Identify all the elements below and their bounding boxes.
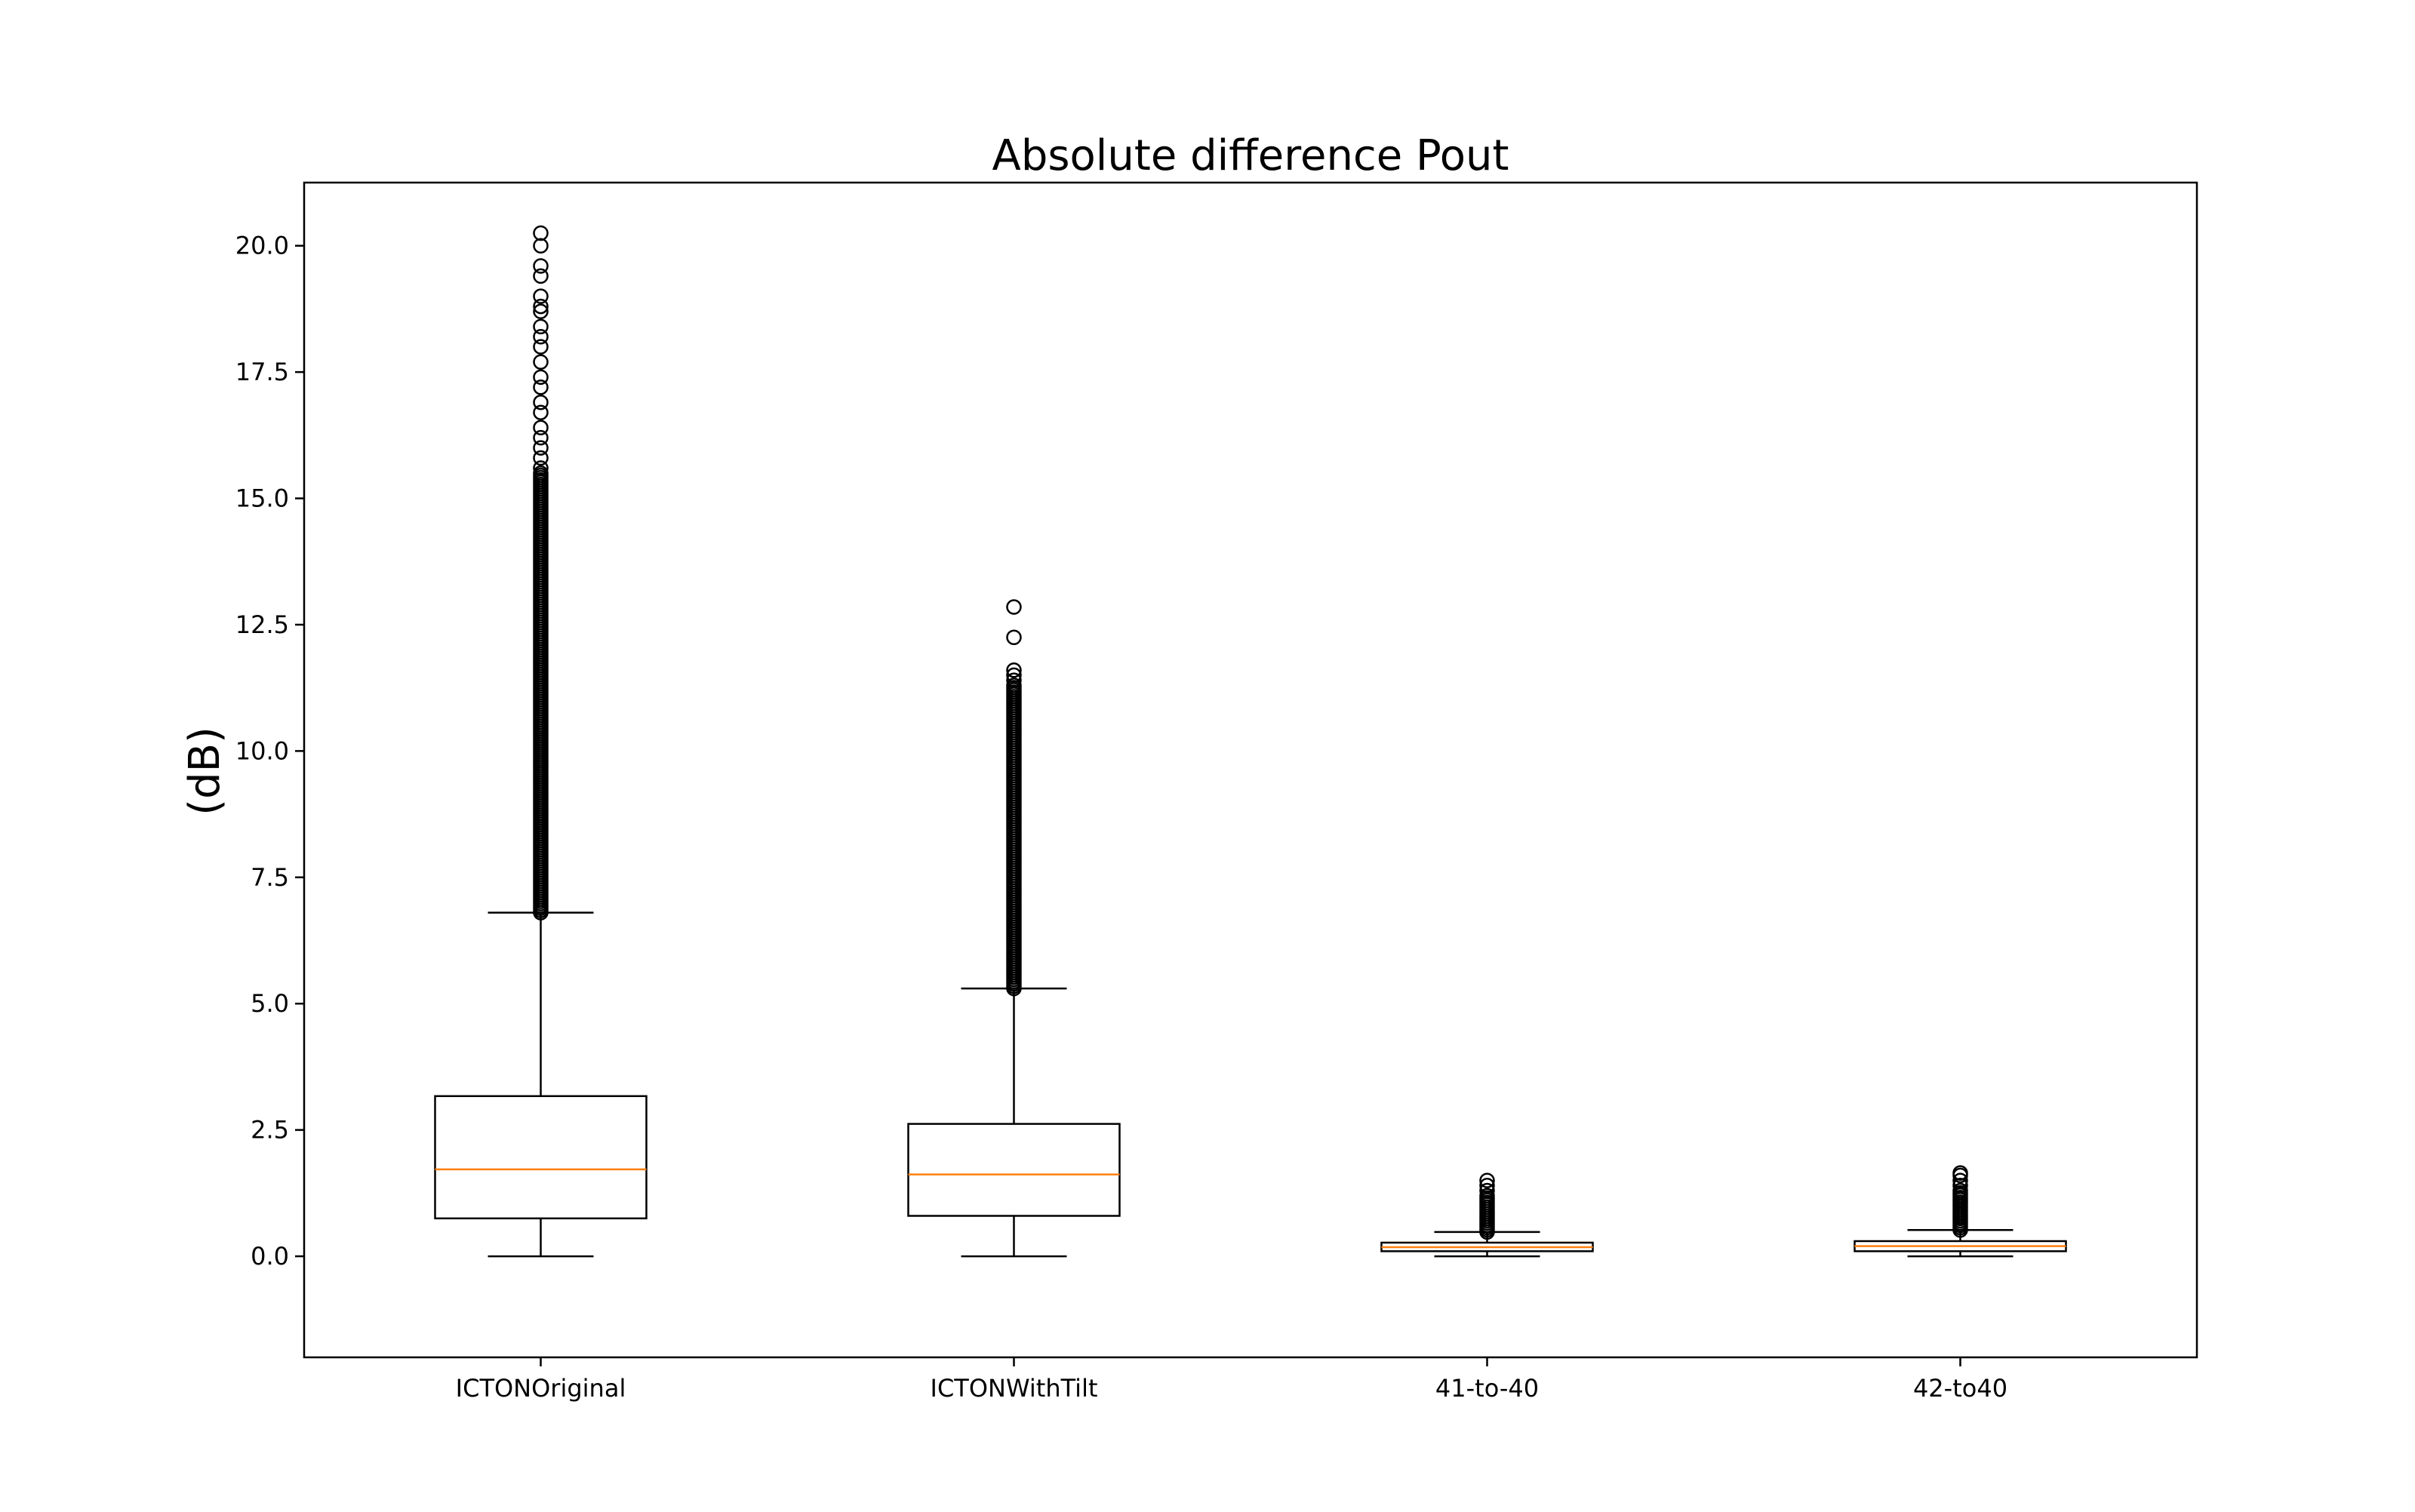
outliers [1952,1165,1968,1238]
outlier-point [533,419,549,436]
x-axis: ICTONOriginal ICTONWithTilt 41-to-40 42-to4… [456,1357,2007,1403]
outlier-point [533,395,549,410]
axes-frame [303,181,2198,1359]
outlier-point [533,379,549,395]
x-tick-label: ICTONOriginal [456,1374,626,1403]
outlier-point [533,288,549,304]
outlier-point [1952,1182,1968,1199]
outliers [1006,599,1022,997]
outlier-point [533,238,549,254]
outliers [533,225,549,920]
outlier-point [533,429,549,446]
outlier-point [1479,1188,1495,1203]
box-ICTONOriginal [434,225,648,1258]
x-tick-label: ICTONWithTilt [931,1374,1098,1403]
outlier-point [533,369,549,386]
x-tick-label: 42-to40 [1913,1374,2007,1403]
outlier-point [1006,672,1022,688]
box-ICTONWithTilt [907,599,1121,1258]
outlier-point [1479,1178,1495,1194]
y-tick-label: 2.5 [251,1116,289,1145]
outlier-point [533,404,549,420]
box-41-to-40 [1380,1172,1594,1258]
y-tick-label: 17.5 [235,358,289,386]
outlier-point [533,303,549,320]
outlier-point [533,225,549,241]
y-tick-label: 15.0 [235,484,289,513]
outlier-point [533,268,549,284]
outlier-point [1479,1172,1495,1188]
outlier-point [533,298,549,315]
outlier-point [533,339,549,355]
y-tick-label: 12.5 [235,610,289,639]
outliers [1479,1172,1495,1240]
outlier-point [533,450,549,466]
outlier-point [1952,1178,1968,1194]
y-tick-label: 0.0 [251,1242,289,1271]
outlier-point [533,465,549,481]
x-tick-label: 41-to-40 [1435,1374,1539,1403]
outlier-point [1006,678,1022,693]
iqr-box [434,1095,648,1220]
y-tick-label: 20.0 [235,232,289,260]
outlier-point [533,318,549,335]
outlier-point [1952,1165,1968,1181]
outlier-point [533,258,549,274]
y-axis: 0.0 2.5 5.0 7.5 10.0 12.5 15.0 17.5 20.0 [235,232,304,1271]
outlier-point [1952,1172,1968,1188]
outlier-point [1479,1182,1495,1199]
y-tick-label: 10.0 [235,736,289,765]
outlier-point [1006,662,1022,678]
outlier-point [533,440,549,456]
outlier-point [533,354,549,370]
y-axis-label: (dB) [180,727,229,816]
plot-area [434,225,2067,1258]
outlier-point [1006,629,1022,645]
outlier-point [1006,599,1022,615]
y-tick-label: 7.5 [251,863,289,892]
y-tick-label: 5.0 [251,989,289,1018]
outlier-point [533,329,549,345]
outlier-point [1006,667,1022,684]
box-42-to40 [1854,1165,2067,1258]
chart-title: Absolute difference Pout [992,131,1509,180]
outlier-point [533,460,549,476]
iqr-box [907,1123,1121,1217]
